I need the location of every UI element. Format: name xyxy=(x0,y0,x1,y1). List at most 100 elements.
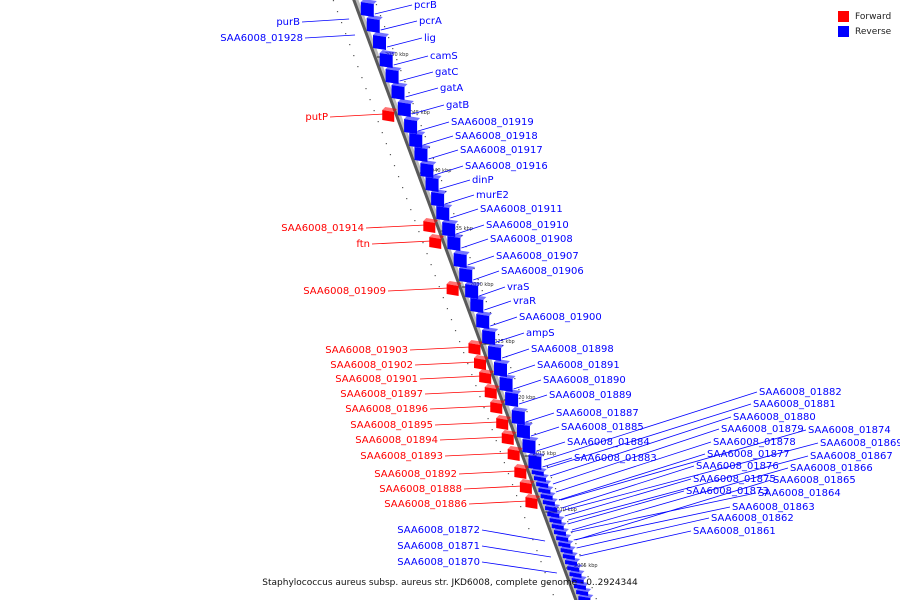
label-leader xyxy=(549,416,732,477)
track-dot xyxy=(477,279,479,281)
gene-block xyxy=(453,253,467,268)
track-dot xyxy=(410,209,412,211)
label-leader xyxy=(439,436,504,441)
label-leader xyxy=(419,375,482,380)
gene-block xyxy=(360,2,374,17)
track-dot xyxy=(404,81,406,83)
label-leader xyxy=(564,442,819,511)
label-leader xyxy=(450,208,479,219)
track-dot xyxy=(528,528,530,530)
gene-block xyxy=(505,392,519,407)
gene-label-saa6008-01876: SAA6008_01876 xyxy=(696,461,779,472)
reverse-swatch xyxy=(838,26,849,37)
gene-block-top xyxy=(373,32,390,37)
gene-block xyxy=(578,596,591,600)
gene-block xyxy=(522,439,536,454)
gene-label-saa6008-01879: SAA6008_01879 xyxy=(721,424,804,435)
track-dot xyxy=(473,268,475,270)
track-dot xyxy=(385,143,387,145)
gene-block xyxy=(446,284,459,296)
track-dot xyxy=(571,532,573,534)
track-dot xyxy=(459,341,461,343)
gene-label-gata: gatA xyxy=(440,83,463,94)
gene-block xyxy=(397,102,411,117)
track-dot xyxy=(554,488,557,490)
label-leader xyxy=(439,179,471,190)
gene-label-saa6008-01877: SAA6008_01877 xyxy=(707,449,790,460)
label-leader xyxy=(558,453,706,501)
gene-label-putp: putP xyxy=(305,112,328,123)
gene-block-top xyxy=(385,66,402,71)
track-dot xyxy=(579,554,581,556)
label-leader xyxy=(481,529,546,542)
label-leader xyxy=(546,403,752,469)
track-dot xyxy=(349,44,351,46)
track-dot xyxy=(548,583,550,585)
gene-label-saa6008-01895: SAA6008_01895 xyxy=(350,420,433,431)
label-leader xyxy=(484,300,512,311)
scale-tick-label: 2025 kbp xyxy=(491,339,515,345)
label-leader xyxy=(560,429,807,501)
track-dot xyxy=(507,473,510,475)
label-leader xyxy=(573,506,731,541)
gene-block xyxy=(488,346,502,361)
track-dot xyxy=(340,22,343,24)
track-dot xyxy=(522,400,524,402)
track-dot xyxy=(393,165,396,167)
track-dot xyxy=(550,477,553,479)
gene-block xyxy=(373,35,387,50)
gene-block xyxy=(385,69,399,84)
label-leader xyxy=(490,316,518,327)
gene-label-saa6008-01890: SAA6008_01890 xyxy=(543,375,626,386)
gene-block xyxy=(516,424,530,439)
gene-label-saa6008-01928: SAA6008_01928 xyxy=(220,33,303,44)
label-leader xyxy=(387,287,449,292)
label-leader xyxy=(399,71,434,82)
track-dot xyxy=(552,594,554,596)
label-leader xyxy=(561,465,695,509)
track-dot xyxy=(424,136,426,138)
gene-block-top xyxy=(578,593,594,598)
gene-block xyxy=(474,358,487,370)
gene-label-saa6008-01907: SAA6008_01907 xyxy=(496,251,579,262)
gene-label-vrar: vraR xyxy=(513,296,536,307)
track-dot xyxy=(467,363,469,365)
gene-block-top xyxy=(560,545,576,550)
track-dot xyxy=(373,110,375,112)
gene-block-top xyxy=(484,384,500,389)
gene-label-saa6008-01894: SAA6008_01894 xyxy=(355,435,438,446)
gene-label-saa6008-01883: SAA6008_01883 xyxy=(574,453,657,464)
label-leader xyxy=(444,194,475,205)
gene-label-saa6008-01908: SAA6008_01908 xyxy=(490,234,573,245)
gene-label-saa6008-01881: SAA6008_01881 xyxy=(753,399,836,410)
gene-label-amps: ampS xyxy=(526,328,555,339)
gene-label-saa6008-01916: SAA6008_01916 xyxy=(465,161,548,172)
gene-label-saa6008-01902: SAA6008_01902 xyxy=(330,360,413,371)
scale-tick-label: 2020 kbp xyxy=(512,395,536,401)
gene-label-saa6008-01898: SAA6008_01898 xyxy=(531,344,614,355)
gene-label-ftn: ftn xyxy=(356,239,370,250)
track-dot xyxy=(406,198,408,200)
track-dot xyxy=(402,187,404,189)
track-dot xyxy=(489,312,492,314)
track-dot xyxy=(469,257,471,259)
gene-label-saa6008-01888: SAA6008_01888 xyxy=(379,484,462,495)
gene-block xyxy=(501,433,514,445)
label-leader xyxy=(429,405,493,410)
legend-forward: Forward xyxy=(838,9,898,24)
label-leader xyxy=(467,255,495,266)
track-dot xyxy=(389,154,392,156)
track-dot xyxy=(454,330,457,332)
track-dot xyxy=(428,147,430,149)
gene-block-top xyxy=(501,430,517,435)
gene-block-top xyxy=(409,130,426,135)
strand-legend: Forward Reverse xyxy=(838,9,898,39)
gene-label-mure2: murE2 xyxy=(476,190,509,201)
gene-label-saa6008-01910: SAA6008_01910 xyxy=(486,220,569,231)
gene-block xyxy=(379,53,393,68)
track-dot xyxy=(383,26,386,28)
label-leader xyxy=(444,452,510,457)
gene-block-top xyxy=(414,144,431,149)
gene-label-saa6008-01884: SAA6008_01884 xyxy=(567,437,650,448)
